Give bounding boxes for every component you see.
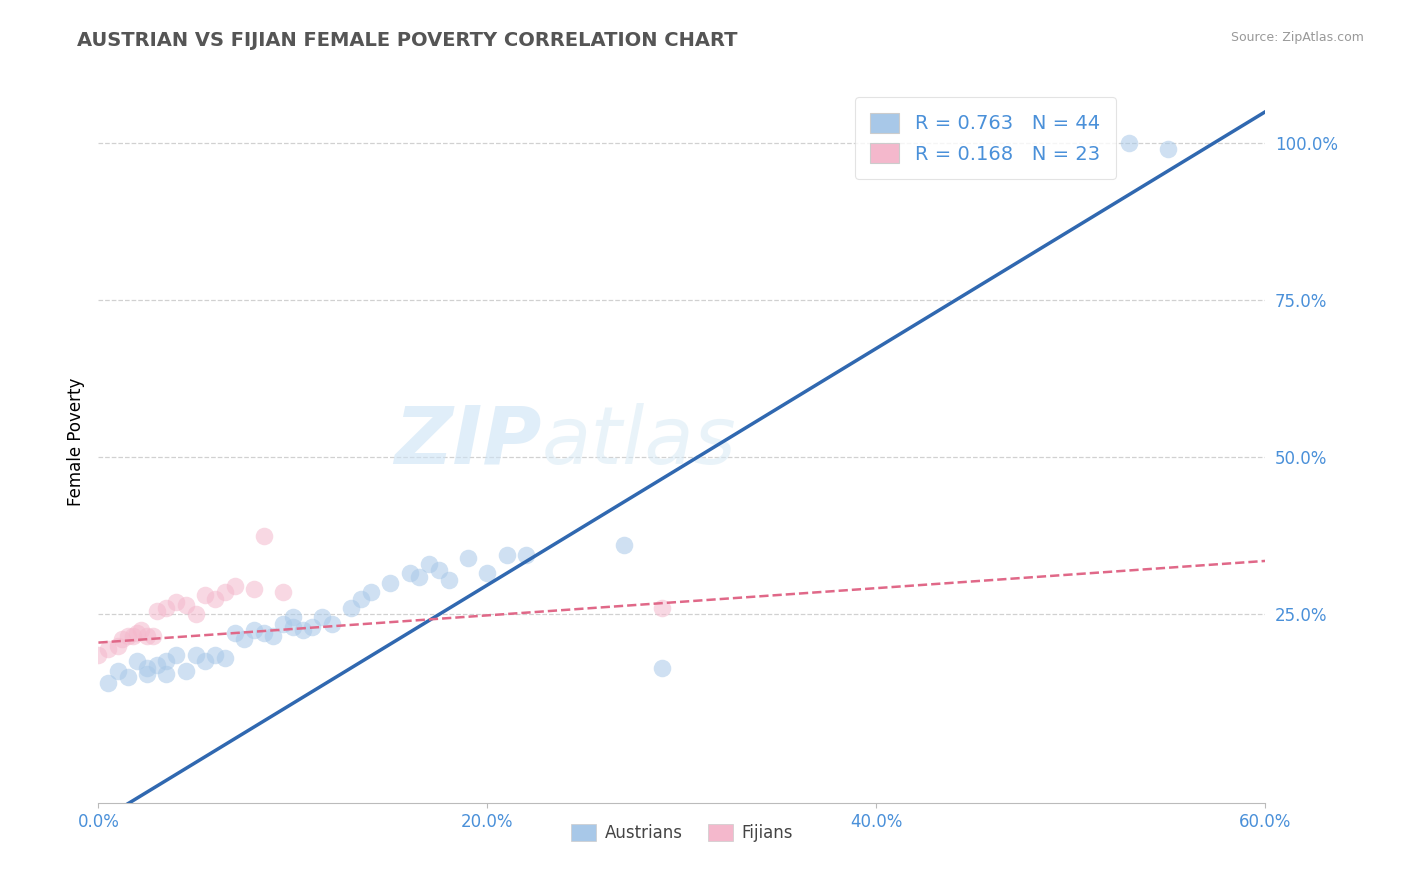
Point xyxy=(262,629,284,643)
Point xyxy=(184,607,207,622)
Point xyxy=(129,623,152,637)
Point xyxy=(1157,142,1180,156)
Point xyxy=(224,579,246,593)
Point xyxy=(117,629,139,643)
Point xyxy=(496,548,519,562)
Point xyxy=(136,629,159,643)
Point xyxy=(155,667,177,681)
Point xyxy=(117,670,139,684)
Point xyxy=(1118,136,1140,150)
Point xyxy=(127,655,149,669)
Point xyxy=(146,604,169,618)
Point xyxy=(155,601,177,615)
Point xyxy=(97,676,120,690)
Point xyxy=(515,548,537,562)
Point xyxy=(224,626,246,640)
Point xyxy=(291,623,314,637)
Text: Source: ZipAtlas.com: Source: ZipAtlas.com xyxy=(1230,31,1364,45)
Text: AUSTRIAN VS FIJIAN FEMALE POVERTY CORRELATION CHART: AUSTRIAN VS FIJIAN FEMALE POVERTY CORREL… xyxy=(77,31,738,50)
Legend: Austrians, Fijians: Austrians, Fijians xyxy=(565,817,799,848)
Point xyxy=(214,585,236,599)
Point xyxy=(122,629,145,643)
Point xyxy=(87,648,110,662)
Point xyxy=(243,623,266,637)
Point xyxy=(214,651,236,665)
Point xyxy=(136,667,159,681)
Point xyxy=(427,563,450,577)
Point xyxy=(437,573,460,587)
Point xyxy=(321,616,343,631)
Point xyxy=(350,591,373,606)
Point xyxy=(142,629,165,643)
Point xyxy=(360,585,382,599)
Point xyxy=(174,664,197,678)
Point xyxy=(380,575,402,590)
Point xyxy=(281,610,304,624)
Point xyxy=(97,641,120,656)
Point xyxy=(107,639,129,653)
Point xyxy=(194,655,217,669)
Point xyxy=(204,648,226,662)
Point xyxy=(184,648,207,662)
Point xyxy=(253,626,276,640)
Point xyxy=(271,616,294,631)
Point xyxy=(651,661,673,675)
Point xyxy=(155,655,177,669)
Point xyxy=(165,595,187,609)
Point xyxy=(127,626,149,640)
Point xyxy=(233,632,256,647)
Point xyxy=(340,601,363,615)
Text: atlas: atlas xyxy=(541,402,737,481)
Point xyxy=(253,529,276,543)
Point xyxy=(613,538,636,552)
Point xyxy=(107,664,129,678)
Point xyxy=(311,610,333,624)
Point xyxy=(408,569,430,583)
Point xyxy=(194,589,217,603)
Point xyxy=(243,582,266,597)
Point xyxy=(165,648,187,662)
Point xyxy=(111,632,134,647)
Point xyxy=(398,566,420,581)
Point xyxy=(281,620,304,634)
Point xyxy=(418,557,440,571)
Point xyxy=(136,661,159,675)
Point xyxy=(146,657,169,672)
Point xyxy=(301,620,323,634)
Point xyxy=(477,566,499,581)
Text: ZIP: ZIP xyxy=(395,402,541,481)
Point xyxy=(204,591,226,606)
Point xyxy=(457,550,479,565)
Point xyxy=(271,585,294,599)
Y-axis label: Female Poverty: Female Poverty xyxy=(66,377,84,506)
Point xyxy=(651,601,673,615)
Point xyxy=(174,598,197,612)
